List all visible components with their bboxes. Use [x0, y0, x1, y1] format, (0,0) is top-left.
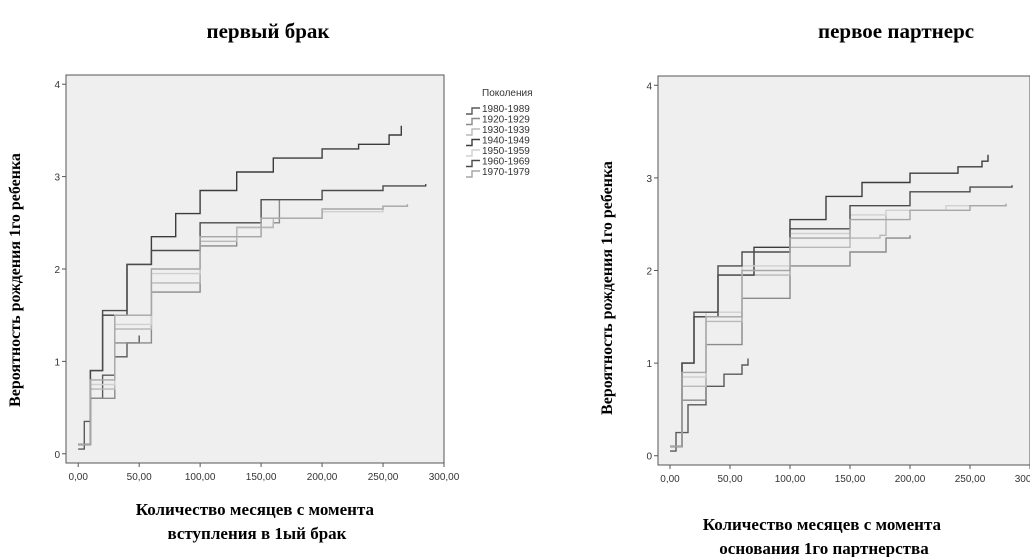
chart-title-left: первый брак	[207, 19, 331, 43]
x-axis-label-right: Количество месяцев с момента основания 1…	[703, 515, 946, 557]
y-axis-label-right: Вероятность рождения 1го ребенка	[599, 161, 616, 415]
legend-marker	[466, 107, 480, 115]
chart-title-right: первое партнерс	[818, 19, 974, 43]
legend-entry-label: 1980-1989	[482, 104, 530, 115]
lines-left	[78, 125, 427, 450]
y-tick-label: 1	[54, 357, 60, 368]
x-tick-label: 250,00	[955, 474, 986, 485]
y-tick-label: 4	[54, 80, 60, 91]
x-tick-label: 50,00	[717, 474, 742, 485]
x-axis-label-left: Количество месяцев с момента вступления …	[136, 500, 379, 543]
legend-marker	[466, 138, 480, 147]
x-tick-label: 300,00	[1015, 474, 1030, 485]
legend-marker	[466, 159, 480, 168]
x-axis-label-right-line-1: Количество месяцев с момента	[703, 515, 942, 534]
x-tick-label: 200,00	[307, 472, 338, 483]
x-tick-label: 150,00	[246, 472, 277, 483]
x-tick-label: 300,00	[429, 472, 460, 483]
x-tick-label: 100,00	[185, 472, 216, 483]
x-tick-label: 200,00	[895, 474, 926, 485]
series-line	[670, 203, 1007, 448]
y-tick-label: 4	[646, 81, 652, 92]
series-line	[670, 214, 887, 448]
legend-entry-label: 1920-1929	[482, 115, 530, 126]
legend-title: Поколения	[482, 88, 533, 99]
series-line	[78, 204, 409, 446]
chart-right: 0 1 2 3 4 0,00 50,00 100,00 150,00 200,00 250,00 30…	[599, 75, 1030, 557]
y-tick-label: 1	[646, 359, 652, 370]
y-tick-label: 0	[646, 452, 652, 463]
legend-entry-label: 1930-1939	[482, 125, 530, 136]
lines-right	[670, 154, 1013, 452]
x-tick-label: 0,00	[68, 472, 88, 483]
plot-area-right	[657, 75, 1030, 466]
legend-marker	[466, 128, 480, 136]
legend-entry-label: 1950-1959	[482, 146, 530, 157]
x-tick-label: 0,00	[660, 474, 680, 485]
x-axis-label-left-line-2: вступления в 1ый брак	[168, 524, 347, 543]
series-line	[670, 235, 911, 448]
x-axis-label-right-line-2: основания 1го партнерства	[719, 539, 929, 557]
legend-entry-label: 1970-1979	[482, 167, 530, 178]
axes-right: 0 1 2 3 4 0,00 50,00 100,00 150,00 200,00 250,00 30…	[646, 81, 1030, 485]
legend-marker	[466, 117, 480, 126]
legend-entry-label: 1940-1949	[482, 136, 530, 147]
chart-left: 0 1 2 3 4 0,00 50,00 100,00 150,00 200,00 250,00 30…	[7, 74, 460, 543]
plot-area-left	[65, 74, 445, 464]
axes-left: 0 1 2 3 4 0,00 50,00 100,00 150,00 200,00 250,00 30…	[54, 80, 459, 483]
y-tick-label: 2	[646, 267, 652, 278]
x-axis-label-left-line-1: Количество месяцев с момента	[136, 500, 375, 519]
legend: Поколения 1980-19891920-19291930-1939194…	[466, 88, 533, 178]
y-axis-label-left: Вероятность рождения 1го ребенка	[7, 153, 24, 407]
x-tick-label: 250,00	[368, 472, 399, 483]
x-tick-label: 150,00	[835, 474, 866, 485]
series-line	[78, 217, 292, 446]
legend-marker	[466, 170, 480, 178]
y-tick-label: 2	[54, 265, 60, 276]
legend-entry-label: 1960-1969	[482, 157, 530, 168]
legend-marker	[466, 149, 480, 157]
y-tick-label: 0	[54, 450, 60, 461]
y-tick-label: 3	[54, 173, 60, 184]
x-tick-label: 100,00	[775, 474, 806, 485]
x-tick-label: 50,00	[127, 472, 152, 483]
y-tick-label: 3	[646, 174, 652, 185]
